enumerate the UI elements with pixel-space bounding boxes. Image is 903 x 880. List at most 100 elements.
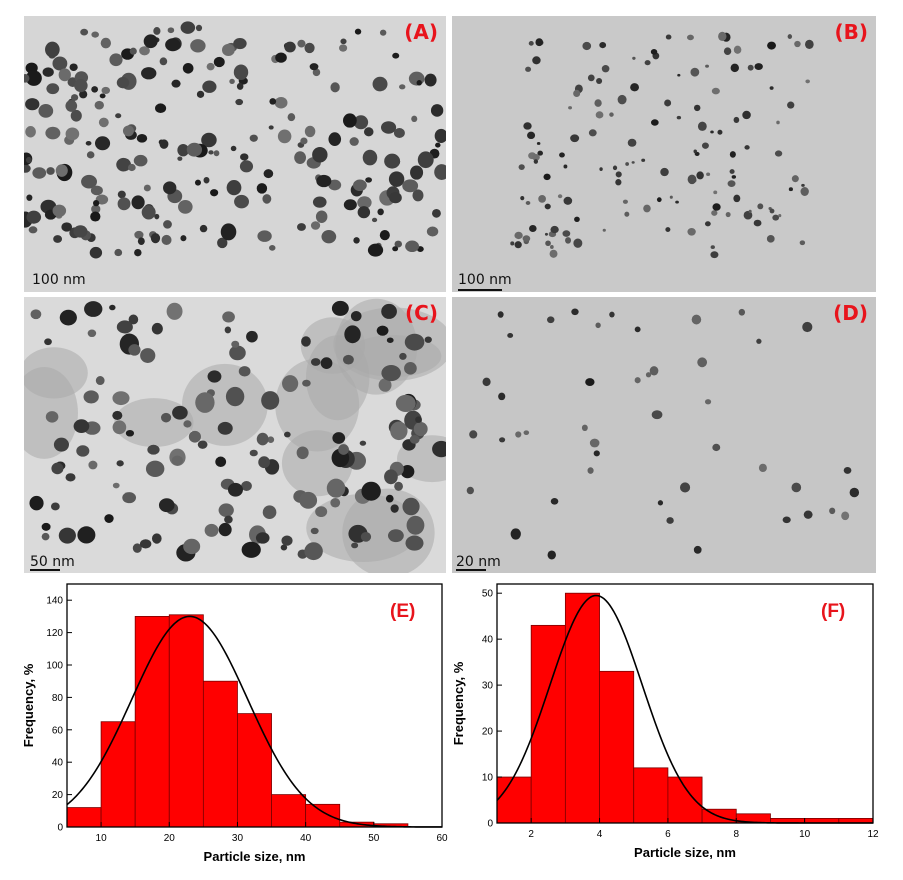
nanoparticle (565, 237, 572, 244)
nanoparticle (769, 86, 774, 90)
nanoparticle (61, 222, 73, 232)
tem-micrograph-a (24, 21, 446, 259)
tem-micrograph-c (24, 298, 446, 573)
nanoparticle (233, 64, 249, 81)
y-tick-label: 140 (46, 596, 63, 607)
nanoparticle (89, 246, 103, 259)
scale-text-a: 100 nm (32, 272, 86, 288)
y-tick-label: 0 (57, 823, 63, 834)
nanoparticle (117, 190, 126, 199)
nanoparticle (381, 303, 397, 319)
nanoparticle (158, 498, 175, 513)
nanoparticle (104, 514, 114, 523)
nanoparticle (203, 176, 210, 184)
nanoparticle (595, 111, 604, 119)
nanoparticle (609, 112, 614, 117)
nanoparticle (24, 73, 30, 83)
histogram-bar (202, 680, 238, 828)
y-tick-label: 40 (482, 635, 494, 646)
nanoparticle (310, 221, 321, 230)
nanoparticle (109, 53, 123, 67)
nanoparticle (713, 190, 718, 195)
nanoparticle (705, 64, 709, 68)
nanoparticle (601, 65, 610, 73)
nanoparticle (309, 63, 319, 71)
nanoparticle (550, 225, 559, 234)
nanoparticle (693, 104, 701, 112)
nanoparticle (399, 352, 407, 360)
nanoparticle (410, 165, 424, 180)
nanoparticle (625, 162, 629, 166)
x-axis-label: Particle size, nm (204, 849, 306, 864)
nanoparticle (415, 416, 422, 423)
nanoparticle (330, 497, 341, 508)
nanoparticle (393, 128, 405, 138)
nanoparticle (277, 129, 292, 144)
nanoparticle (267, 436, 275, 444)
nanoparticle (573, 238, 583, 248)
nanoparticle (351, 542, 359, 549)
nanoparticle (70, 94, 79, 101)
nanoparticle (651, 119, 659, 126)
nanoparticle (718, 31, 727, 42)
y-tick-label: 120 (46, 628, 63, 639)
nanoparticle (417, 151, 434, 169)
y-tick-label: 30 (482, 681, 494, 692)
nanoparticle (29, 495, 44, 511)
histogram-bar (271, 794, 307, 828)
nanoparticle (225, 386, 245, 407)
nanoparticle (533, 159, 539, 164)
nanoparticle (650, 49, 658, 55)
nanoparticle (525, 201, 531, 205)
x-tick-label: 30 (232, 833, 244, 844)
nanoparticle (609, 311, 615, 318)
nanoparticle (312, 68, 321, 77)
nanoparticle (217, 237, 228, 249)
matrix-blob (181, 363, 268, 446)
nanoparticle (301, 336, 311, 347)
nanoparticle (430, 104, 444, 117)
nanoparticle (769, 208, 775, 214)
nanoparticle (774, 150, 783, 157)
nanoparticle (218, 522, 232, 537)
x-tick-label: 8 (733, 829, 739, 840)
nanoparticle (380, 121, 397, 134)
nanoparticle (766, 235, 775, 243)
nanoparticle (386, 337, 394, 343)
nanoparticle (163, 181, 177, 195)
nanoparticle (91, 204, 101, 214)
nanoparticle (316, 174, 332, 188)
chart-panel-label: (F) (821, 601, 845, 622)
nanoparticle (122, 125, 134, 137)
nanoparticle (776, 120, 780, 125)
nanoparticle (241, 481, 252, 491)
nanoparticle (350, 311, 362, 322)
nanoparticle (300, 137, 308, 145)
nanoparticle (145, 460, 165, 478)
nanoparticle (304, 125, 316, 138)
nanoparticle (381, 365, 401, 382)
nanoparticle (262, 194, 272, 204)
y-tick-label: 0 (487, 819, 493, 830)
nanoparticle (677, 73, 681, 77)
nanoparticle (656, 197, 662, 203)
nanoparticle (712, 443, 721, 452)
nanoparticle (45, 126, 61, 140)
nanoparticle (532, 153, 540, 161)
nanoparticle (141, 67, 157, 80)
nanoparticle (163, 220, 172, 229)
nanoparticle (330, 82, 340, 93)
nanoparticle (787, 101, 795, 109)
nanoparticle (733, 194, 741, 203)
nanoparticle (136, 134, 148, 143)
nanoparticle (587, 74, 595, 82)
nanoparticle (782, 516, 791, 524)
histogram-bar (134, 616, 170, 828)
nanoparticle (88, 460, 98, 470)
histogram-bar (237, 713, 272, 828)
nanoparticle (58, 68, 71, 82)
nanoparticle (528, 41, 534, 46)
nanoparticle (392, 246, 399, 252)
nanoparticle (701, 142, 709, 149)
nanoparticle (340, 38, 347, 45)
